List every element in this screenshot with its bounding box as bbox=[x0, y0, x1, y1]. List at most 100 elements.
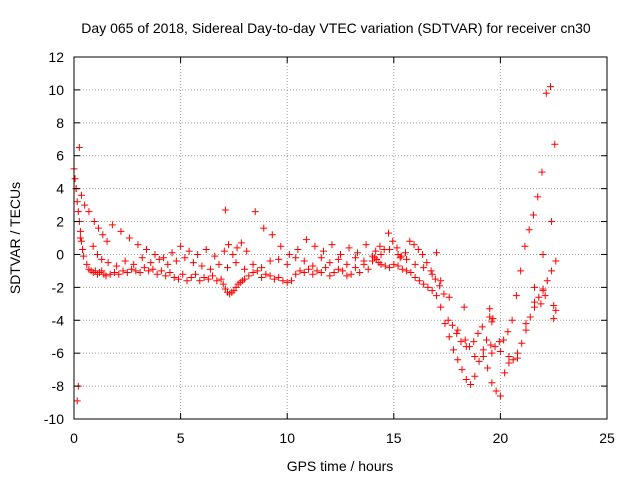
data-point bbox=[474, 329, 482, 337]
y-tick-label: -6 bbox=[52, 345, 65, 361]
data-point bbox=[119, 267, 127, 275]
data-point bbox=[187, 273, 195, 281]
data-point bbox=[108, 221, 116, 229]
data-point bbox=[534, 193, 542, 201]
data-point bbox=[219, 280, 227, 288]
data-point bbox=[309, 270, 317, 278]
data-point bbox=[505, 359, 513, 367]
data-point bbox=[411, 273, 419, 281]
data-point bbox=[552, 306, 560, 314]
y-tick-label: 2 bbox=[56, 214, 64, 230]
data-point bbox=[121, 257, 129, 265]
data-point bbox=[322, 264, 330, 272]
data-point bbox=[155, 255, 163, 263]
data-point bbox=[428, 270, 436, 278]
data-point bbox=[115, 270, 123, 278]
data-point bbox=[486, 305, 494, 313]
data-point bbox=[102, 272, 110, 280]
data-point bbox=[309, 262, 317, 270]
data-point bbox=[531, 298, 539, 306]
data-point bbox=[467, 380, 475, 388]
data-point bbox=[444, 316, 452, 324]
data-point bbox=[275, 255, 283, 263]
data-point bbox=[162, 272, 170, 280]
data-point bbox=[128, 265, 136, 273]
data-point bbox=[317, 254, 325, 262]
data-point bbox=[103, 237, 111, 245]
data-point bbox=[149, 265, 157, 273]
data-point bbox=[393, 244, 401, 252]
data-point bbox=[550, 315, 558, 323]
data-point bbox=[508, 316, 516, 324]
data-point bbox=[319, 247, 327, 255]
data-point bbox=[75, 144, 83, 151]
data-point bbox=[292, 254, 300, 262]
data-point bbox=[225, 241, 233, 249]
y-axis-label: SDTVAR / TECUs bbox=[7, 182, 23, 294]
x-tick-label: 15 bbox=[386, 430, 402, 446]
data-point bbox=[419, 250, 427, 258]
data-point bbox=[496, 348, 504, 356]
data-point bbox=[134, 241, 142, 249]
data-point bbox=[543, 277, 551, 285]
data-point bbox=[76, 227, 84, 235]
data-point bbox=[209, 272, 217, 280]
data-point bbox=[488, 318, 496, 326]
data-point bbox=[548, 218, 556, 226]
data-point bbox=[117, 227, 125, 235]
data-point bbox=[377, 260, 385, 268]
data-point bbox=[453, 329, 461, 337]
data-point bbox=[71, 175, 79, 183]
data-point bbox=[343, 272, 351, 280]
data-point bbox=[368, 252, 376, 260]
data-point bbox=[479, 352, 487, 360]
data-point bbox=[390, 260, 398, 268]
data-point bbox=[542, 89, 550, 97]
data-point bbox=[403, 255, 411, 263]
data-point bbox=[454, 356, 462, 364]
y-tick-label: 4 bbox=[56, 181, 64, 197]
data-point bbox=[449, 346, 457, 354]
data-point bbox=[233, 244, 241, 252]
data-point bbox=[140, 264, 148, 272]
data-point bbox=[77, 191, 85, 199]
data-point bbox=[505, 352, 513, 360]
data-point bbox=[136, 269, 144, 277]
data-point bbox=[164, 260, 172, 268]
data-point bbox=[245, 272, 253, 280]
y-tick-label: 0 bbox=[56, 246, 64, 262]
data-point bbox=[488, 349, 496, 357]
data-point bbox=[330, 269, 338, 277]
data-point bbox=[99, 231, 107, 239]
data-point bbox=[326, 272, 334, 280]
data-point bbox=[277, 242, 285, 250]
x-axis-label: GPS time / hours bbox=[287, 458, 394, 474]
x-tick-label: 20 bbox=[493, 430, 509, 446]
data-point bbox=[177, 242, 185, 250]
data-point bbox=[113, 262, 121, 270]
data-point bbox=[305, 265, 313, 273]
data-point bbox=[73, 397, 81, 405]
data-point bbox=[224, 264, 232, 272]
data-point bbox=[241, 265, 249, 273]
data-point bbox=[145, 267, 153, 275]
data-point bbox=[345, 244, 353, 252]
data-point bbox=[300, 257, 308, 265]
data-point bbox=[172, 257, 180, 265]
data-point bbox=[243, 247, 251, 255]
data-point bbox=[253, 267, 261, 275]
data-point bbox=[168, 249, 176, 257]
data-point bbox=[475, 357, 483, 365]
data-point bbox=[328, 241, 336, 249]
data-point bbox=[283, 278, 291, 286]
data-point bbox=[462, 376, 470, 384]
data-point bbox=[339, 267, 347, 275]
data-point bbox=[213, 277, 221, 285]
data-point bbox=[384, 229, 392, 237]
data-point bbox=[500, 336, 508, 344]
data-point bbox=[431, 275, 439, 283]
data-point bbox=[211, 252, 219, 260]
data-point bbox=[525, 226, 533, 234]
data-point bbox=[249, 269, 257, 277]
